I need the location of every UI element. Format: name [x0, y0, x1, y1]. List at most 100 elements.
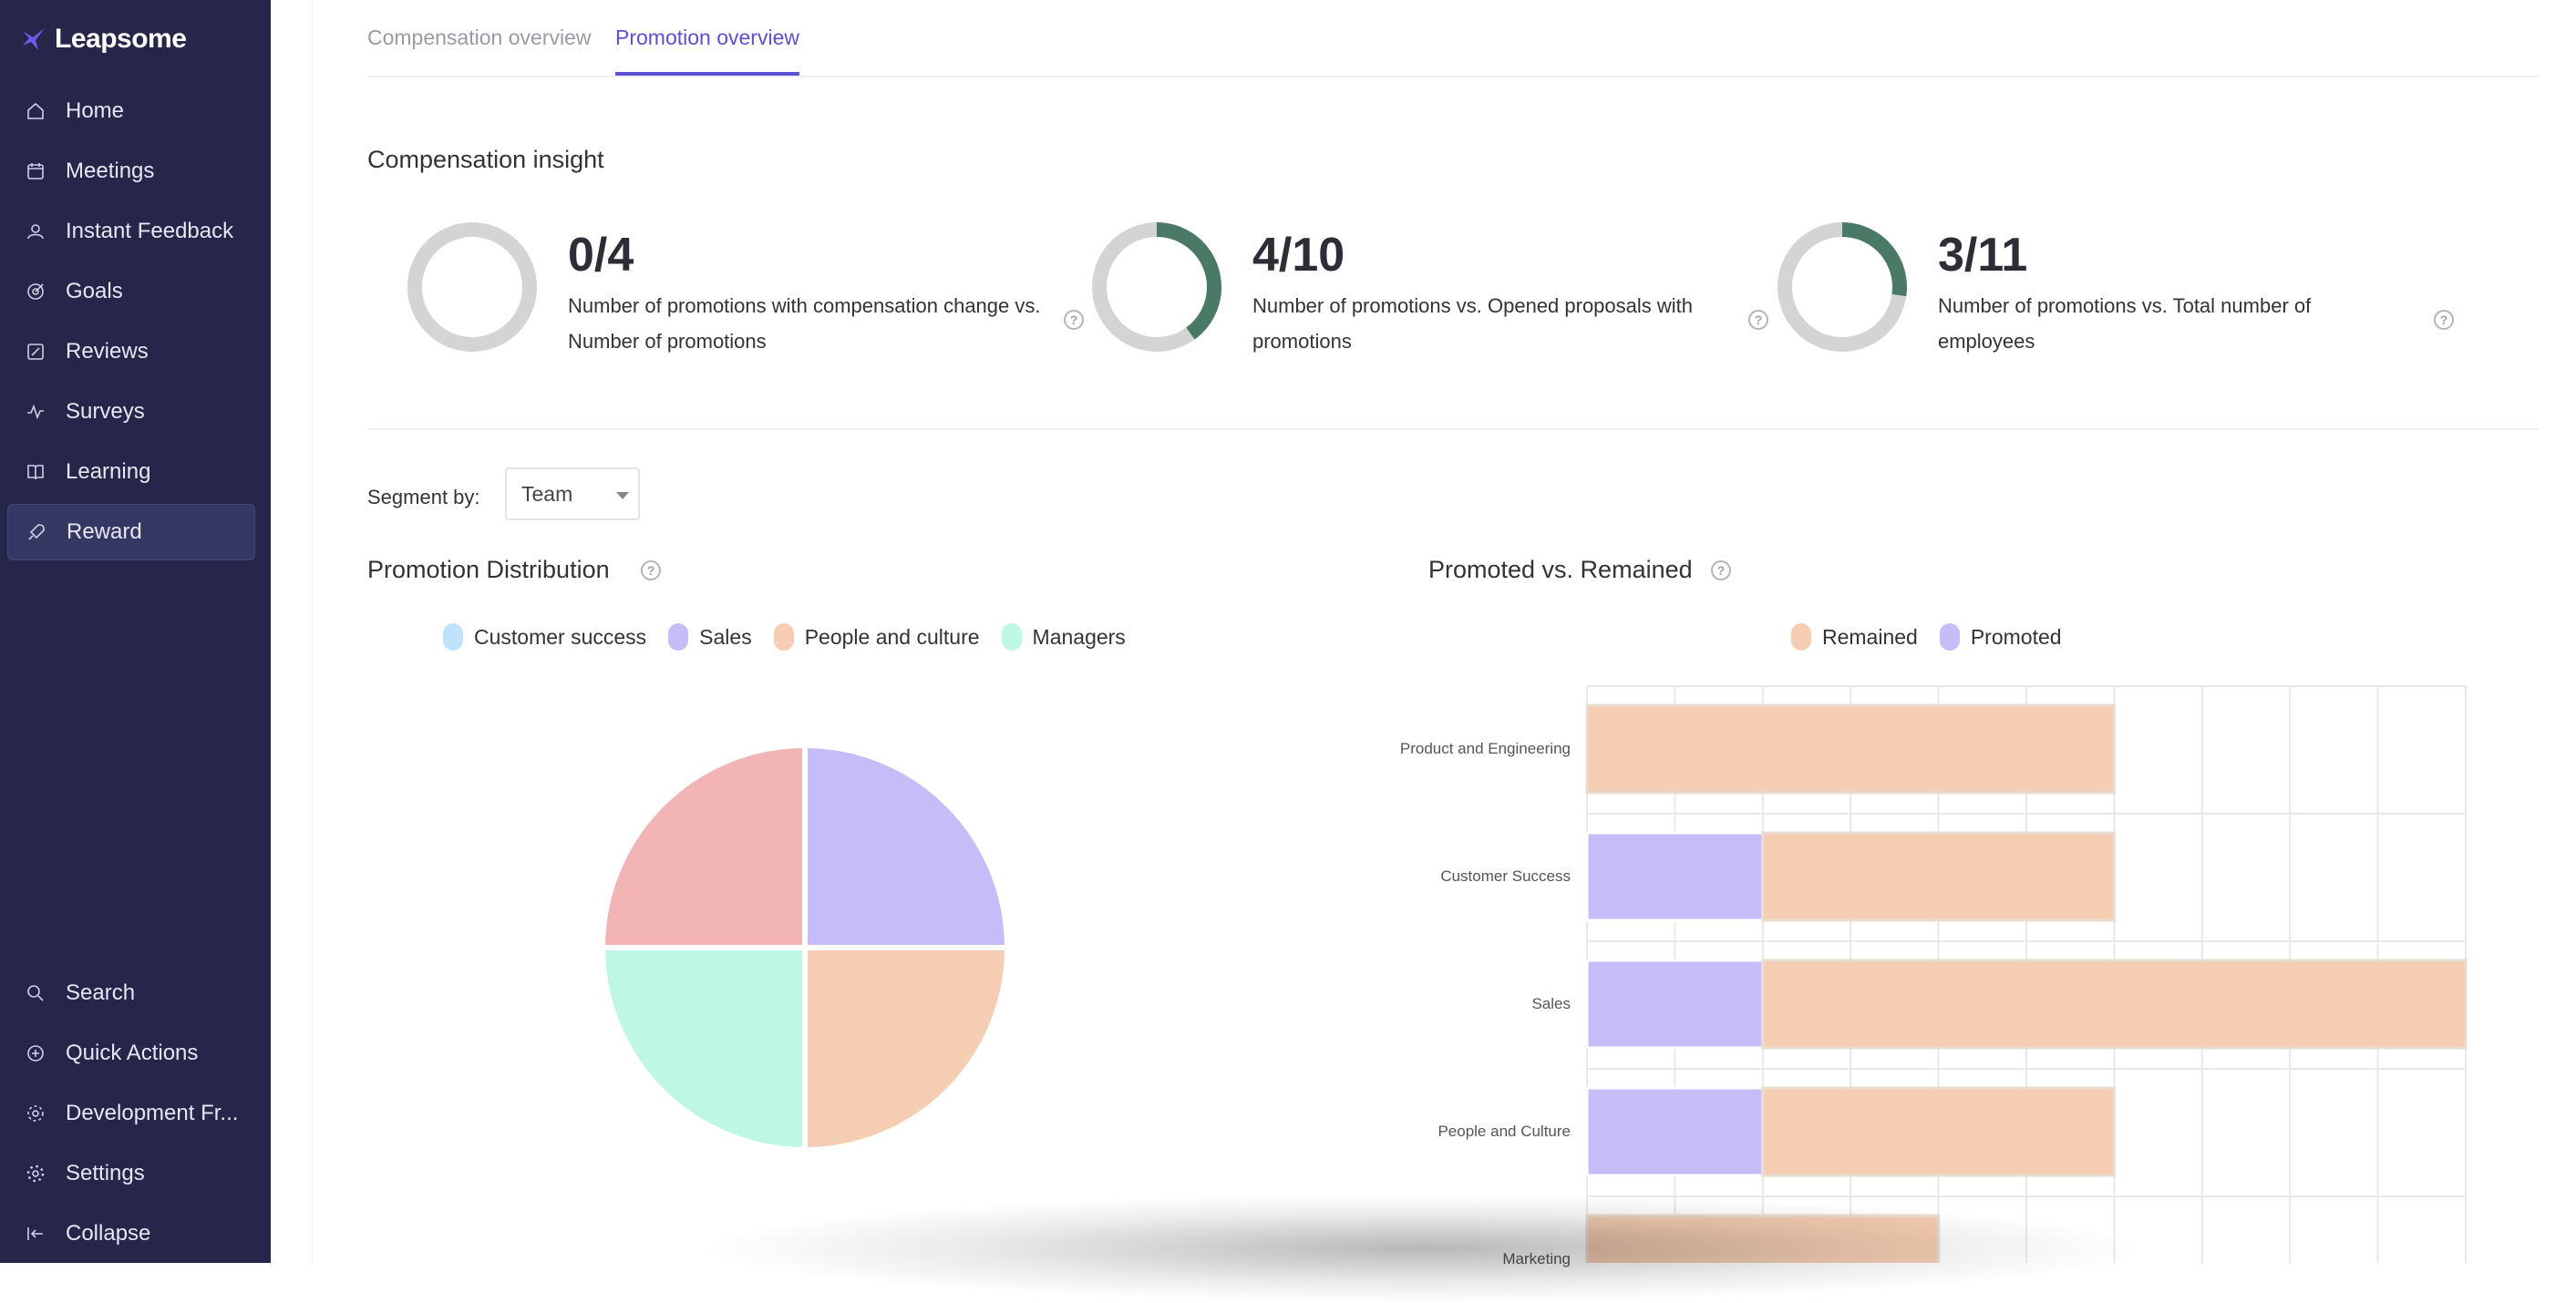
legend-item-people-and-culture[interactable]: People and culture: [773, 623, 980, 651]
sidebar-item-label: Instant Feedback: [66, 219, 234, 243]
help-icon[interactable]: ?: [1748, 310, 1768, 330]
plus-circle-icon: [24, 1041, 47, 1065]
legend-swatch: [1001, 623, 1022, 651]
search-icon: [24, 981, 47, 1005]
pie-legend: Customer success Sales People and cultur…: [443, 623, 1148, 651]
toast-shadow: [696, 1194, 2154, 1303]
tab-promotion-overview[interactable]: Promotion overview: [615, 26, 799, 76]
sidebar-item-development-fr[interactable]: Development Fr...: [7, 1085, 255, 1142]
insight-description-3: Number of promotions vs. Total number of…: [1938, 294, 2312, 353]
legend-label: People and culture: [804, 624, 980, 649]
donut-chart-3: [1777, 222, 1907, 352]
bar-promoted[interactable]: [1585, 831, 1765, 922]
sidebar-item-surveys[interactable]: Surveys: [7, 384, 255, 440]
bar-remained[interactable]: [1761, 1086, 2116, 1177]
pie-slice-sales[interactable]: [802, 742, 1011, 950]
bar-remained[interactable]: [1761, 831, 2116, 922]
promotion-distribution-title: Promotion Distribution: [367, 556, 610, 583]
donut-chart-1: [407, 222, 537, 352]
tab-compensation-overview[interactable]: Compensation overview: [367, 26, 592, 49]
section-divider: [367, 428, 2539, 430]
help-icon[interactable]: ?: [1064, 310, 1084, 330]
help-icon[interactable]: ?: [641, 560, 661, 580]
sidebar-item-label: Search: [66, 980, 136, 1005]
framework-icon: [24, 1102, 47, 1125]
insight-value-2: 4/10: [1252, 229, 1345, 282]
target-icon: [24, 280, 47, 303]
sidebar-item-search[interactable]: Search: [7, 965, 255, 1021]
legend-item-sales[interactable]: Sales: [668, 623, 752, 651]
legend-label: Customer success: [474, 624, 647, 649]
home-icon: [24, 99, 47, 123]
donut-track: [407, 222, 537, 352]
sidebar-item-quick-actions[interactable]: Quick Actions: [7, 1025, 255, 1082]
bar-legend: Remained Promoted: [1791, 623, 2084, 651]
insight-card-3: 3/11 Number of promotions vs. Total numb…: [1774, 219, 2454, 364]
sidebar-item-label: Reviews: [66, 339, 149, 364]
sidebar-item-label: Quick Actions: [66, 1041, 199, 1065]
bar-promoted[interactable]: [1585, 959, 1765, 1050]
legend-swatch: [443, 623, 463, 651]
sidebar-item-label: Meetings: [66, 159, 155, 183]
bar-remained[interactable]: [1585, 703, 2116, 795]
bar-category-label: Sales: [1531, 995, 1571, 1012]
feedback-icon: [24, 220, 47, 243]
bar-remained[interactable]: [1585, 1214, 1941, 1263]
pie-slice-customer-success[interactable]: [599, 742, 808, 950]
sidebar-item-settings[interactable]: Settings: [7, 1145, 255, 1202]
sidebar-item-collapse[interactable]: Collapse: [7, 1206, 255, 1262]
legend-label: Promoted: [1970, 624, 2062, 649]
legend-label: Sales: [699, 624, 752, 649]
legend-item-managers[interactable]: Managers: [1001, 623, 1126, 651]
legend-item-remained[interactable]: Remained: [1791, 623, 1918, 651]
bar-remained[interactable]: [1761, 959, 2468, 1050]
segment-select-value: Team: [521, 482, 573, 506]
donut-progress-arc: [1777, 222, 1907, 352]
promoted-vs-remained-title: Promoted vs. Remained: [1428, 556, 1693, 583]
sidebar: Leapsome Home Meetings Instant Feedback Goa…: [0, 0, 271, 1263]
insight-description-1: Number of promotions with compensation c…: [568, 294, 1041, 353]
content-panel: Compensation overview Promotion overview…: [312, 0, 2576, 1303]
sidebar-item-label: Settings: [66, 1161, 145, 1185]
app-name: Leapsome: [55, 24, 187, 54]
pie-slice-people-and-culture[interactable]: [802, 945, 1011, 1154]
promotion-distribution-pie-chart: [599, 742, 1011, 1154]
insight-description-2: Number of promotions vs. Opened proposal…: [1252, 294, 1694, 353]
leapsome-logo-icon: [23, 28, 45, 50]
bar-category-label: People and Culture: [1437, 1123, 1571, 1140]
sidebar-item-home[interactable]: Home: [7, 83, 255, 139]
legend-item-customer-success[interactable]: Customer success: [443, 623, 646, 651]
sidebar-item-label: Collapse: [66, 1221, 151, 1246]
sidebar-item-learning[interactable]: Learning: [7, 444, 255, 500]
donut-chart-2: [1092, 222, 1221, 352]
sidebar-item-reward[interactable]: Reward: [7, 504, 255, 560]
pie-slice-managers[interactable]: [599, 945, 808, 1154]
rocket-icon: [25, 520, 48, 544]
legend-item-promoted[interactable]: Promoted: [1939, 623, 2062, 651]
bar-category-label: Product and Engineering: [1399, 740, 1571, 757]
insight-title: Compensation insight: [367, 146, 604, 173]
legend-label: Remained: [1822, 624, 1918, 649]
legend-swatch: [668, 623, 689, 651]
donut-progress-arc: [1092, 222, 1221, 352]
sidebar-item-label: Surveys: [66, 399, 145, 424]
help-icon[interactable]: ?: [2434, 310, 2454, 330]
legend-swatch: [1939, 623, 1960, 651]
legend-swatch: [1791, 623, 1811, 651]
tab-bar: Compensation overview Promotion overview: [367, 0, 2539, 77]
help-icon[interactable]: ?: [1711, 560, 1731, 580]
promoted-vs-remained-bar-chart: [1585, 685, 2468, 1263]
segment-select[interactable]: Team: [505, 467, 640, 520]
book-icon: [24, 460, 47, 484]
insight-card-2: 4/10 Number of promotions vs. Opened pro…: [1088, 219, 1768, 364]
bar-category-label: Customer Success: [1440, 867, 1571, 885]
app-logo[interactable]: Leapsome: [20, 24, 187, 55]
segment-label: Segment by:: [367, 486, 480, 508]
bar-promoted[interactable]: [1585, 1086, 1765, 1177]
insight-value-3: 3/11: [1938, 229, 2028, 282]
sidebar-item-goals[interactable]: Goals: [7, 263, 255, 320]
sidebar-item-instant-feedback[interactable]: Instant Feedback: [7, 203, 255, 260]
sidebar-item-label: Goals: [66, 279, 123, 303]
sidebar-item-meetings[interactable]: Meetings: [7, 143, 255, 200]
sidebar-item-reviews[interactable]: Reviews: [7, 323, 255, 380]
